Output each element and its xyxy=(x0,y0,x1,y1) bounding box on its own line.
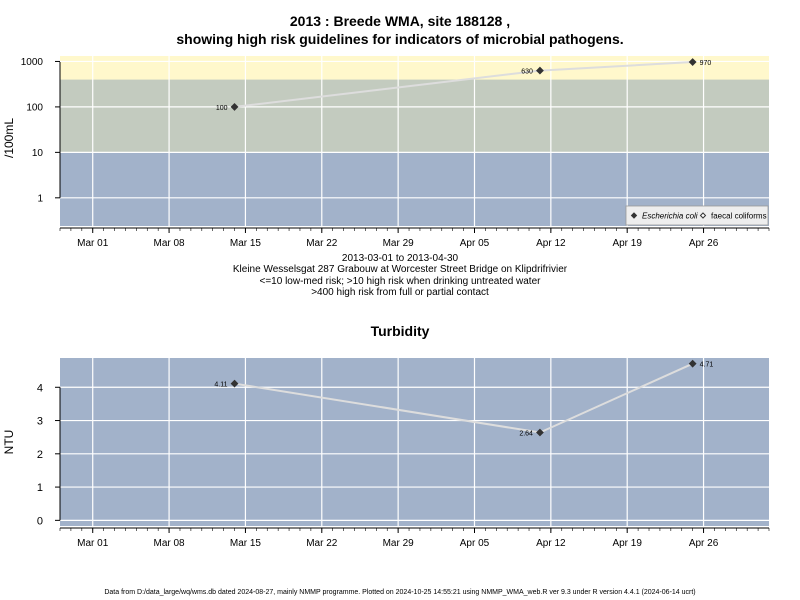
y-tick-label: 1 xyxy=(37,193,43,204)
x-tick-label: Mar 15 xyxy=(230,238,262,249)
y-tick-label: 2 xyxy=(37,449,43,461)
chart-title-line1: 2013 : Breede WMA, site 188128 , xyxy=(289,13,511,29)
y-tick-label: 4 xyxy=(37,382,43,394)
data-label-ecoli: 630 xyxy=(521,69,533,76)
y-tick-label: 1000 xyxy=(21,57,44,68)
turbidity-title: Turbidity xyxy=(370,323,430,339)
x-tick-label: Mar 08 xyxy=(154,238,186,249)
x-tick-label: Apr 12 xyxy=(536,238,566,249)
legend-marker-faecal xyxy=(699,212,707,219)
data-point-ecoli xyxy=(230,103,239,111)
x-tick-label: Mar 29 xyxy=(383,238,415,249)
data-point-ecoli xyxy=(688,58,697,66)
x-tick-label: Apr 19 xyxy=(612,238,642,249)
chart-title-line2: showing high risk guidelines for indicat… xyxy=(176,31,624,47)
data-point-turbidity xyxy=(688,359,697,368)
y-tick-label: 3 xyxy=(37,416,43,428)
x-tick-label: Mar 08 xyxy=(154,538,186,549)
caption-contact-risk: >400 high risk from full or partial cont… xyxy=(311,287,489,298)
y-axis-label: NTU xyxy=(2,430,16,455)
x-tick-label: Mar 22 xyxy=(306,538,338,549)
x-tick-label: Apr 05 xyxy=(460,238,490,249)
turbidity-plot-bg xyxy=(60,358,769,526)
data-label-turbidity: 4.71 xyxy=(700,362,714,369)
legend-label-faecal: faecal coliforms xyxy=(711,212,767,221)
data-label-turbidity: 4.11 xyxy=(214,382,227,389)
x-tick-label: Mar 15 xyxy=(230,538,262,549)
data-label-ecoli: 100 xyxy=(216,105,228,112)
x-tick-label: Mar 29 xyxy=(383,538,415,549)
x-tick-label: Apr 19 xyxy=(612,538,642,549)
x-tick-label: Mar 01 xyxy=(77,538,109,549)
x-tick-label: Mar 01 xyxy=(77,238,109,249)
data-point-ecoli xyxy=(536,66,544,75)
y-tick-label: 0 xyxy=(37,515,43,527)
caption-site: Kleine Wesselsgat 287 Grabouw at Worcest… xyxy=(232,264,568,275)
y-tick-label: 1 xyxy=(37,482,43,494)
x-tick-label: Apr 12 xyxy=(536,538,566,549)
data-label-turbidity: 2.64 xyxy=(519,431,533,438)
x-tick-label: Mar 22 xyxy=(306,238,338,249)
data-point-turbidity xyxy=(536,428,544,437)
x-tick-label: Apr 26 xyxy=(689,238,719,249)
x-tick-label: Apr 05 xyxy=(460,538,490,549)
y-tick-label: 100 xyxy=(26,102,43,113)
data-point-turbidity xyxy=(230,379,239,388)
legend-marker-ecoli xyxy=(630,212,638,219)
legend-box xyxy=(625,205,769,226)
x-tick-label: Apr 26 xyxy=(689,538,719,549)
data-label-ecoli: 970 xyxy=(700,60,712,67)
footer-note: Data from D:/data_large/wq/wms.db dated … xyxy=(104,589,696,596)
legend-label-ecoli: Escherichia coli xyxy=(642,212,698,221)
caption-date-range: 2013-03-01 to 2013-04-30 xyxy=(341,253,459,264)
risk-band-high-drinking xyxy=(60,79,769,153)
y-tick-label: 10 xyxy=(32,148,44,159)
caption-drinking-risk: <=10 low-med risk; >10 high risk when dr… xyxy=(259,276,541,287)
risk-band-high-contact xyxy=(60,56,769,80)
y-axis-label: /100mL xyxy=(2,118,16,158)
